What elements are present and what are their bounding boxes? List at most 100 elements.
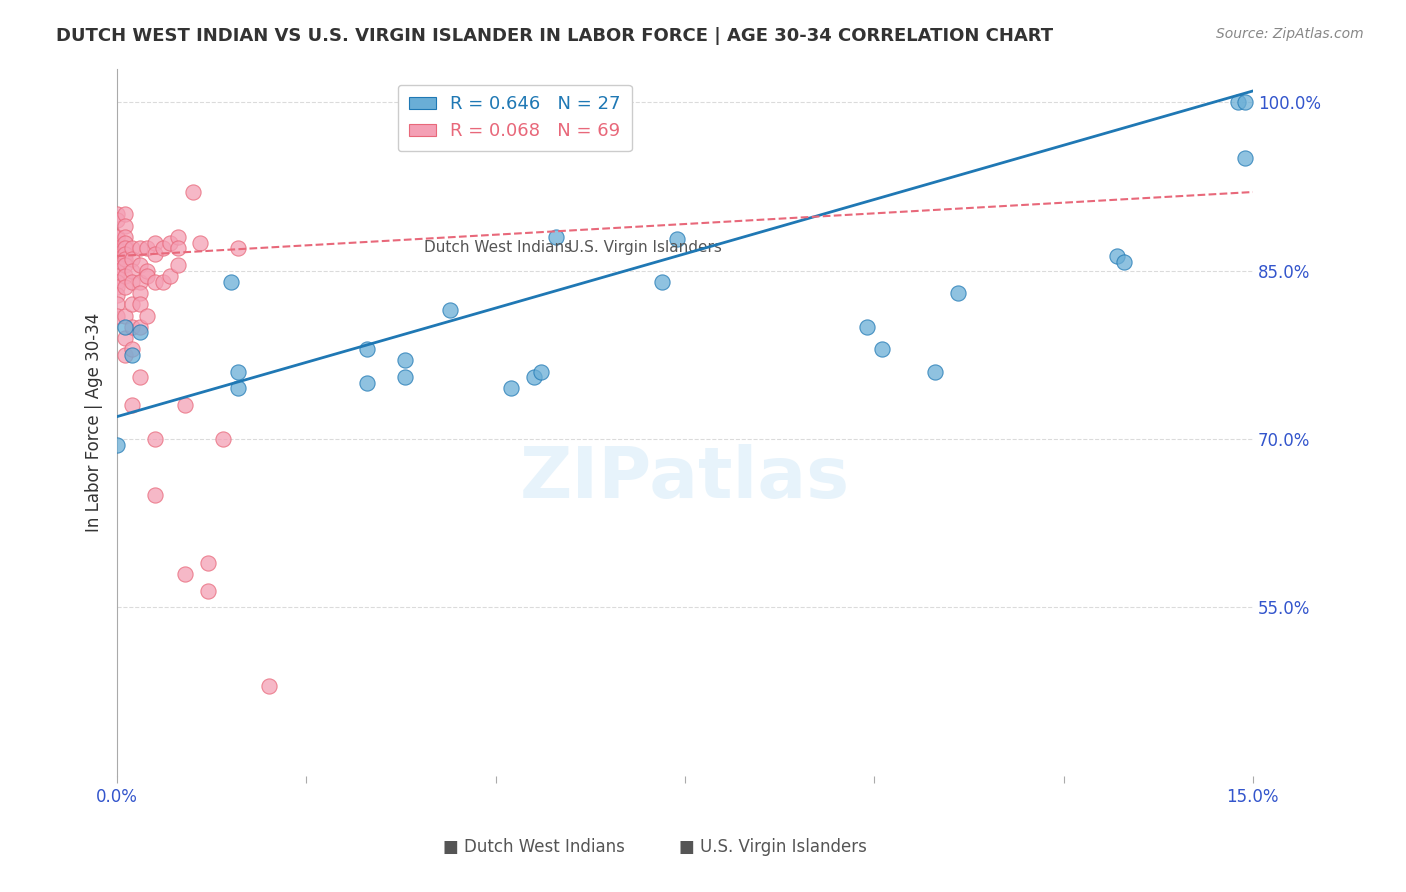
Point (105, 241, 128, 255)
Point (105, 230, 128, 244)
Point (546, 230, 568, 244)
Point (166, 241, 188, 255)
Point (212, 432, 235, 446)
Point (105, 280, 128, 294)
Y-axis label: In Labor Force | Age 30-34: In Labor Force | Age 30-34 (86, 312, 103, 532)
Point (105, 252, 128, 267)
Point (143, 275, 166, 289)
Point (129, 258, 152, 272)
Point (121, 275, 143, 289)
Point (105, 309, 128, 323)
Point (129, 275, 152, 289)
Point (152, 275, 174, 289)
Point (114, 230, 136, 244)
Point (129, 241, 152, 255)
Point (946, 286, 969, 301)
Point (121, 342, 143, 356)
Point (114, 207, 136, 221)
Point (143, 432, 166, 446)
Point (174, 566, 197, 581)
Point (105, 207, 128, 221)
Text: U.S. Virgin Islanders: U.S. Virgin Islanders (568, 241, 723, 255)
Text: ZIPatlas: ZIPatlas (520, 444, 851, 513)
Point (114, 258, 136, 272)
Point (105, 437, 128, 451)
Point (651, 275, 673, 289)
Point (105, 246, 128, 260)
Point (105, 241, 128, 255)
Point (197, 556, 219, 570)
Point (394, 353, 416, 368)
Point (114, 241, 136, 255)
Point (129, 370, 152, 384)
Point (136, 241, 159, 255)
Point (105, 263, 128, 277)
Point (499, 382, 522, 396)
Point (1226, 95, 1249, 110)
Point (166, 258, 188, 272)
Point (924, 365, 946, 379)
Point (114, 348, 136, 362)
Point (439, 302, 461, 317)
Point (356, 342, 378, 356)
Point (136, 309, 159, 323)
Point (105, 230, 128, 244)
Point (114, 319, 136, 334)
Point (181, 185, 204, 199)
Point (136, 263, 159, 277)
Point (121, 241, 143, 255)
Point (114, 252, 136, 267)
Point (1234, 95, 1257, 110)
Point (166, 230, 188, 244)
Point (257, 679, 280, 693)
Point (114, 280, 136, 294)
Point (159, 269, 181, 284)
Text: Dutch West Indians: Dutch West Indians (423, 241, 572, 255)
Point (530, 365, 553, 379)
Legend: R = 0.646   N = 27, R = 0.068   N = 69: R = 0.646 N = 27, R = 0.068 N = 69 (398, 85, 631, 152)
Point (129, 319, 152, 334)
Point (1114, 254, 1136, 268)
Point (121, 398, 143, 412)
Point (114, 246, 136, 260)
Point (870, 342, 893, 356)
Point (121, 297, 143, 311)
Point (1234, 152, 1257, 166)
Text: ■ U.S. Virgin Islanders: ■ U.S. Virgin Islanders (679, 838, 868, 856)
Point (129, 326, 152, 340)
Point (159, 235, 181, 250)
Point (666, 232, 689, 246)
Point (228, 382, 250, 396)
Point (114, 269, 136, 284)
Text: DUTCH WEST INDIAN VS U.S. VIRGIN ISLANDER IN LABOR FORCE | AGE 30-34 CORRELATION: DUTCH WEST INDIAN VS U.S. VIRGIN ISLANDE… (56, 27, 1053, 45)
Point (105, 288, 128, 302)
Point (129, 286, 152, 301)
Point (219, 275, 242, 289)
Point (121, 263, 143, 277)
Point (114, 235, 136, 250)
Text: Source: ZipAtlas.com: Source: ZipAtlas.com (1216, 27, 1364, 41)
Point (105, 297, 128, 311)
Point (121, 252, 143, 267)
Point (105, 213, 128, 227)
Point (129, 297, 152, 311)
Point (143, 246, 166, 260)
Text: ■ Dutch West Indians: ■ Dutch West Indians (443, 838, 626, 856)
Point (114, 219, 136, 233)
Point (197, 583, 219, 598)
Point (105, 269, 128, 284)
Point (190, 235, 212, 250)
Point (523, 370, 546, 384)
Point (152, 241, 174, 255)
Point (114, 309, 136, 323)
Point (121, 319, 143, 334)
Point (855, 319, 877, 334)
Point (228, 365, 250, 379)
Point (228, 241, 250, 255)
Point (105, 275, 128, 289)
Point (121, 348, 143, 362)
Point (394, 370, 416, 384)
Point (136, 269, 159, 284)
Point (174, 398, 197, 412)
Point (1105, 249, 1128, 263)
